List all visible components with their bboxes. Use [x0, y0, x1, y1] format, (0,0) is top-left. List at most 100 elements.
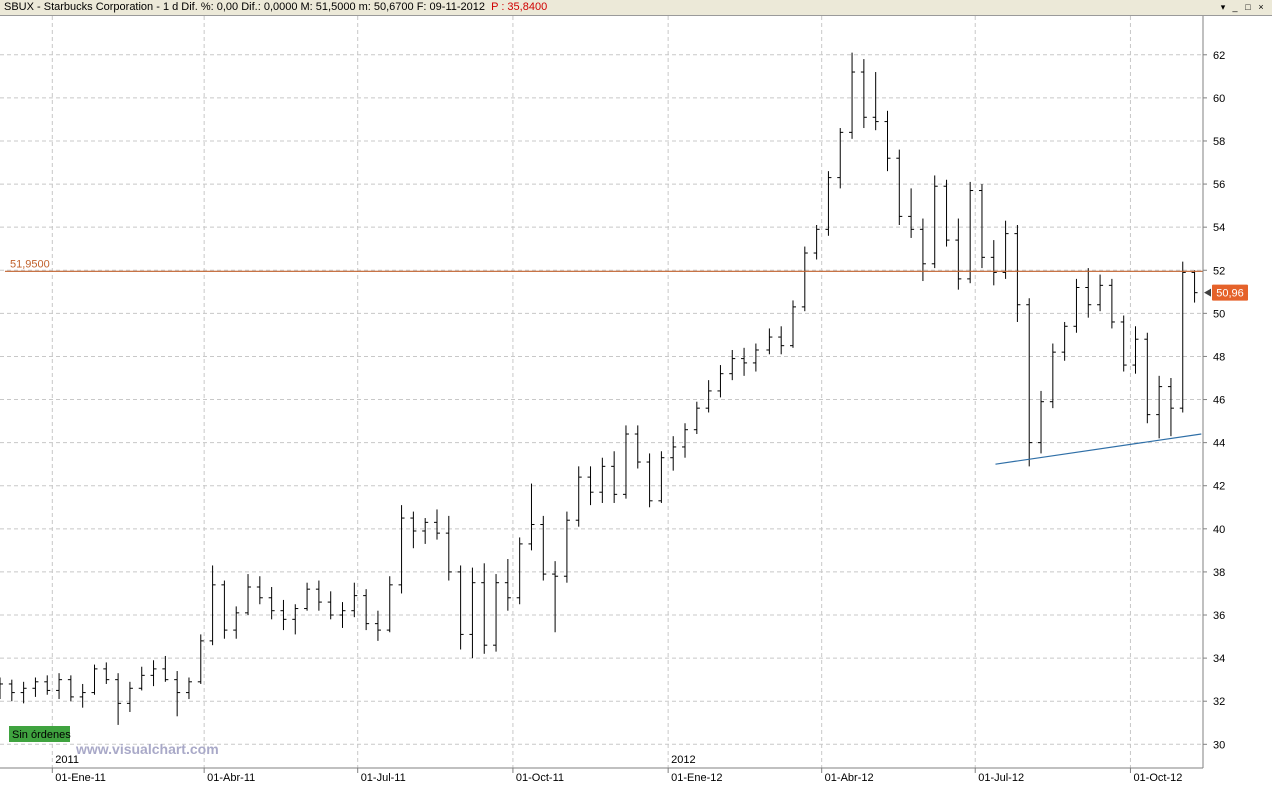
ohlc-bar	[978, 184, 985, 269]
ohlc-bar	[315, 580, 322, 611]
close-icon[interactable]: ×	[1258, 2, 1264, 12]
ohlc-bar	[150, 660, 157, 687]
ohlc-bar	[943, 179, 950, 247]
ohlc-bar	[91, 664, 98, 695]
ohlc-bar	[896, 149, 903, 226]
dropdown-icon[interactable]: ▾	[1220, 2, 1226, 12]
last-price-value: 50,96	[1216, 288, 1244, 300]
ohlc-bar	[766, 328, 773, 355]
ohlc-bar	[1014, 225, 1021, 322]
ohlc-bar	[103, 662, 110, 684]
plot-area	[0, 16, 1203, 768]
ohlc-bar	[433, 509, 440, 540]
orders-badge-bg	[9, 726, 70, 742]
price-tick-label: 36	[1213, 610, 1225, 622]
ohlc-bar	[1049, 343, 1056, 409]
orders-badge-label: Sin órdenes	[12, 729, 71, 741]
price-tick-label: 44	[1213, 438, 1225, 450]
ohlc-bar	[268, 587, 275, 620]
year-labels: 2011 2012	[55, 754, 695, 766]
ohlc-bar	[1038, 390, 1045, 454]
ohlc-bar	[469, 567, 476, 659]
ohlc-bar	[8, 679, 15, 702]
ohlc-bar	[1120, 315, 1127, 372]
ohlc-bar	[1002, 220, 1009, 279]
chart-title-p: P : 35,8400	[491, 1, 548, 13]
ohlc-bar	[245, 574, 252, 616]
time-tick-label: 01-Oct-12	[1133, 772, 1182, 784]
ohlc-bar	[422, 518, 429, 544]
ohlc-bar	[872, 72, 879, 131]
ohlc-bar	[174, 671, 181, 717]
ohlc-bar	[374, 610, 381, 641]
ohlc-bar	[292, 604, 299, 635]
time-axis: 01-Ene-11 01-Abr-11 01-Jul-11 01-Oct-11 01-E…	[51, 768, 1182, 784]
ohlc-bar	[587, 466, 594, 506]
ohlc-bar	[256, 576, 263, 605]
year-label: 2012	[671, 754, 695, 766]
ohlc-bar	[884, 110, 891, 172]
price-tick-label: 62	[1213, 50, 1225, 62]
price-bars	[0, 52, 1198, 725]
price-tick-label: 52	[1213, 265, 1225, 277]
last-price-marker: 50,96	[1204, 284, 1248, 301]
title-bar: SBUX - Starbucks Corporation - 1 d Dif. …	[0, 0, 1272, 16]
price-tick-label: 42	[1213, 481, 1225, 493]
price-tick-label: 54	[1213, 222, 1225, 234]
ohlc-bar	[351, 582, 358, 618]
price-tick-label: 34	[1213, 653, 1225, 665]
ohlc-bar	[1167, 377, 1174, 437]
orders-badge[interactable]: Sin órdenes	[9, 726, 71, 742]
chart-title-main: SBUX - Starbucks Corporation - 1 d Dif. …	[4, 1, 485, 13]
ohlc-bar	[280, 599, 287, 631]
minimize-icon[interactable]: _	[1232, 2, 1238, 12]
ohlc-bar	[778, 326, 785, 355]
ohlc-bar	[705, 380, 712, 413]
ohlc-bar	[967, 181, 974, 284]
ohlc-bar	[575, 466, 582, 527]
time-tick-label: 01-Jul-11	[361, 772, 406, 784]
ohlc-bar	[493, 574, 500, 652]
ohlc-bar	[611, 451, 618, 503]
ohlc-bar	[233, 606, 240, 639]
ohlc-bar	[1061, 321, 1068, 361]
ohlc-bar	[304, 582, 311, 611]
ohlc-bar	[209, 565, 216, 646]
ohlc-bar	[67, 675, 74, 702]
price-tick-label: 58	[1213, 136, 1225, 148]
trendline[interactable]	[995, 433, 1202, 465]
ohlc-bar	[552, 561, 559, 633]
ohlc-bar	[801, 246, 808, 312]
maximize-icon[interactable]: □	[1245, 2, 1251, 12]
time-tick-label: 01-Oct-11	[516, 772, 564, 784]
ohlc-bar	[32, 677, 39, 697]
price-axis: 30 32 34 36 38 40 42 44 46 48 50 52 54 56 58 60 62	[1203, 50, 1225, 751]
ohlc-bar	[908, 188, 915, 238]
last-price-arrow-icon	[1204, 288, 1211, 297]
ohlc-bar	[837, 128, 844, 189]
ohlc-bar	[1144, 332, 1151, 424]
ohlc-bar	[126, 681, 133, 712]
ohlc-bar	[717, 365, 724, 398]
ohlc-bar	[528, 483, 535, 551]
ohlc-bar	[1156, 375, 1163, 439]
year-label: 2011	[55, 754, 79, 766]
ohlc-bar	[410, 511, 417, 549]
ohlc-bar	[729, 349, 736, 381]
ohlc-bar	[682, 423, 689, 458]
ohlc-bar	[504, 558, 511, 611]
ohlc-bar	[20, 681, 27, 704]
ohlc-bar	[516, 537, 523, 605]
ohlc-bar	[327, 591, 334, 620]
ohlc-bar	[540, 515, 547, 581]
ohlc-bar	[919, 218, 926, 282]
ohlc-bar	[1073, 278, 1080, 333]
ohlc-bar	[445, 515, 452, 581]
price-tick-label: 60	[1213, 93, 1225, 105]
ohlc-bar	[670, 436, 677, 471]
ohlc-bar	[1108, 278, 1115, 329]
horizontal-level-label: 51,9500	[10, 258, 50, 270]
ohlc-bar	[741, 347, 748, 376]
price-tick-label: 38	[1213, 567, 1225, 579]
